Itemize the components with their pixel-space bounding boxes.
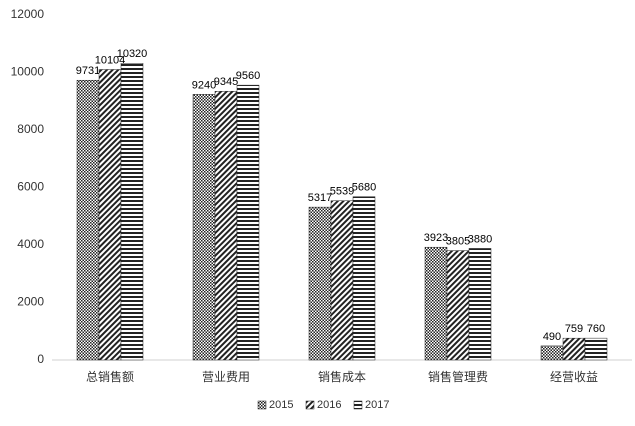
legend-label: 2017	[365, 399, 389, 411]
data-label: 9345	[214, 76, 238, 88]
data-label: 9731	[76, 65, 100, 77]
legend-label: 2015	[269, 399, 293, 411]
data-label: 759	[565, 323, 583, 335]
data-label: 9560	[236, 70, 260, 82]
data-label: 3805	[446, 236, 470, 248]
data-label: 5317	[308, 192, 332, 204]
y-tick-label: 2000	[17, 295, 44, 309]
bar	[424, 246, 448, 361]
data-label: 9240	[192, 79, 216, 91]
x-tick-label: 经营收益	[550, 370, 598, 384]
y-tick-label: 8000	[17, 122, 44, 136]
y-tick-label: 4000	[17, 237, 44, 251]
x-tick-label: 总销售额	[86, 369, 134, 384]
bar	[120, 63, 144, 361]
bar	[308, 206, 332, 361]
y-tick-label: 10000	[11, 65, 45, 79]
legend-label: 2016	[317, 399, 341, 411]
bar	[446, 250, 470, 361]
y-tick-label: 0	[37, 352, 44, 366]
bar	[98, 69, 122, 361]
data-label: 5539	[330, 186, 354, 198]
bar	[468, 248, 492, 361]
data-label: 3923	[424, 232, 448, 244]
x-tick-label: 销售成本	[318, 369, 366, 384]
legend-swatch	[353, 400, 363, 410]
y-tick-label: 6000	[17, 180, 44, 194]
bar	[584, 337, 608, 361]
x-tick-label: 营业费用	[202, 370, 250, 384]
legend-swatch	[257, 400, 267, 410]
bar	[76, 79, 100, 361]
data-label: 10104	[95, 54, 126, 66]
legend-swatch	[305, 400, 315, 410]
bar	[562, 337, 586, 361]
bar	[214, 91, 238, 361]
y-tick-label: 12000	[11, 7, 45, 21]
data-label: 490	[543, 331, 561, 343]
bar	[192, 94, 216, 361]
data-label: 760	[587, 323, 605, 335]
data-label: 5680	[352, 182, 376, 194]
bar	[330, 200, 354, 361]
bar	[236, 84, 260, 361]
bar	[540, 345, 564, 361]
bar	[352, 196, 376, 361]
x-tick-label: 销售管理费	[428, 369, 488, 384]
data-label: 3880	[468, 233, 492, 245]
data-label: 10320	[117, 48, 148, 60]
